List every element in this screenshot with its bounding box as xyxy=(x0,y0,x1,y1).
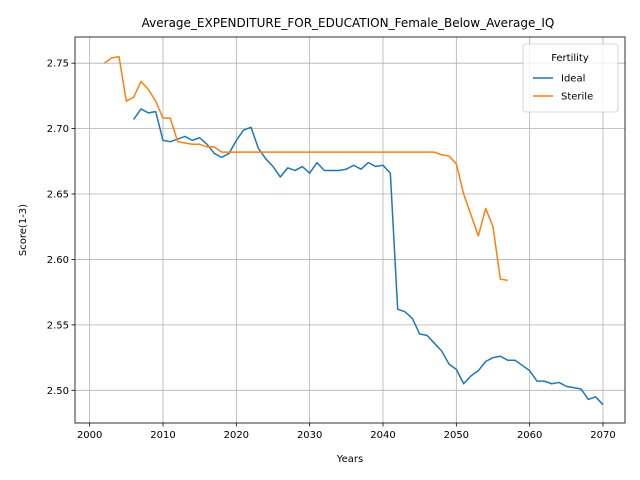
y-tick-label: 2.75 xyxy=(47,59,69,70)
x-tick-label: 2010 xyxy=(150,430,175,441)
legend-label-ideal: Ideal xyxy=(561,74,585,85)
ticks: 2000 2010 2020 2030 2040 2050 2060 2070 2.50 2.55… xyxy=(47,59,616,441)
x-tick-label: 2040 xyxy=(370,430,395,441)
legend-title: Fertility xyxy=(551,53,589,64)
x-tick-label: 2020 xyxy=(224,430,249,441)
y-axis-label: Score(1-3) xyxy=(18,204,29,256)
x-tick-label: 2030 xyxy=(297,430,322,441)
series-line-ideal xyxy=(134,109,603,405)
x-tick-label: 2050 xyxy=(444,430,469,441)
series-line-sterile xyxy=(104,57,507,281)
chart-title: Average_EXPENDITURE_FOR_EDUCATION_Female… xyxy=(142,16,555,30)
x-axis-label: Years xyxy=(336,454,363,465)
legend-label-sterile: Sterile xyxy=(561,92,593,103)
y-tick-label: 2.60 xyxy=(47,255,69,266)
y-tick-label: 2.55 xyxy=(47,320,69,331)
y-tick-label: 2.65 xyxy=(47,190,69,201)
x-tick-label: 2070 xyxy=(590,430,615,441)
x-tick-label: 2000 xyxy=(77,430,102,441)
x-tick-label: 2060 xyxy=(517,430,542,441)
legend: Fertility Ideal Sterile xyxy=(523,44,618,112)
y-tick-label: 2.70 xyxy=(47,124,69,135)
y-tick-label: 2.50 xyxy=(47,386,69,397)
